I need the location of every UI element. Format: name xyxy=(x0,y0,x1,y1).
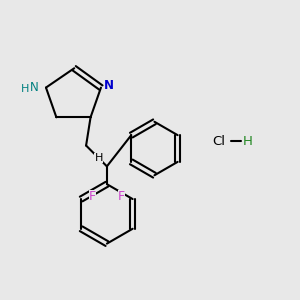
Text: H: H xyxy=(94,153,103,163)
Text: N: N xyxy=(30,81,39,94)
Text: N: N xyxy=(104,79,114,92)
Text: H: H xyxy=(21,84,29,94)
Text: F: F xyxy=(89,190,96,203)
Text: H: H xyxy=(243,135,253,148)
Text: Cl: Cl xyxy=(212,135,225,148)
Text: F: F xyxy=(118,190,125,203)
